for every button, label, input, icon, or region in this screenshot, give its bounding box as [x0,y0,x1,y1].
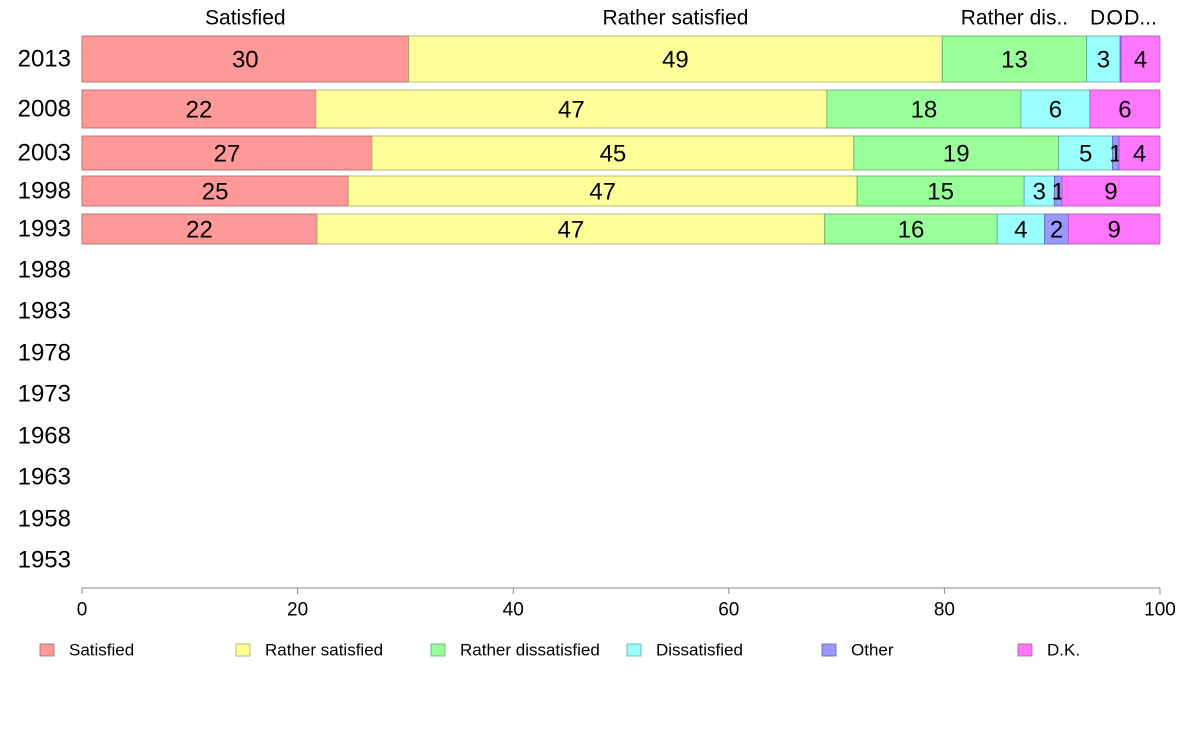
bar-segment-2013-5 [1120,35,1161,83]
bar-segment-2008-0 [81,89,317,129]
series-top-label-4: O.. [1107,7,1135,30]
legend-label-0: Satisfied [69,641,134,660]
bar-segment-1998-3 [1023,175,1055,207]
y-tick-label-1998: 1998 [18,178,71,205]
data-label-1998-1: 47 [589,179,616,206]
legend-label-5: D.K. [1047,641,1080,660]
legend-label-2: Rather dissatisfied [460,641,600,660]
legend-label-4: Other [851,641,894,660]
x-tick-label-80: 80 [934,600,955,621]
data-label-2013-2: 13 [1001,47,1028,74]
bar-segment-1998-2 [856,175,1025,207]
data-label-2008-3: 6 [1049,97,1062,124]
data-label-2013-0: 30 [232,47,259,74]
data-label-1993-3: 4 [1014,217,1027,244]
bar-segment-1993-2 [824,213,998,245]
y-tick-label-1963: 1963 [18,464,71,491]
y-tick-label-1953: 1953 [18,547,71,574]
bar-segment-2008-3 [1020,89,1091,129]
bar-segment-1993-3 [996,213,1046,245]
bar-segment-2003-2 [853,135,1060,171]
legend-swatch-5 [1017,643,1033,657]
legend-swatch-2 [430,643,446,657]
x-tick-label-100: 100 [1144,600,1176,621]
y-tick-label-1968: 1968 [18,423,71,450]
legend-swatch-1 [235,643,251,657]
data-label-2003-5: 4 [1133,141,1146,168]
data-label-2008-1: 47 [558,97,585,124]
series-top-label-2: Rather dis.. [961,7,1068,30]
series-top-label-3: D.. [1090,7,1117,30]
bar-segment-2003-1 [371,135,855,171]
x-tick-label-40: 40 [503,600,524,621]
bar-segment-2008-2 [826,89,1022,129]
y-tick-label-1993: 1993 [18,216,71,243]
legend-label-1: Rather satisfied [265,641,383,660]
x-tick-label-60: 60 [718,600,739,621]
data-label-1993-2: 16 [898,217,925,244]
data-label-2003-0: 27 [214,141,241,168]
bar-segment-1998-1 [347,175,858,207]
bar-segment-2008-1 [315,89,828,129]
x-tick-label-0: 0 [77,600,88,621]
bar-segment-1993-0 [81,213,318,245]
y-tick-label-1958: 1958 [18,506,71,533]
data-label-2003-3: 5 [1079,141,1092,168]
bar-segment-1998-5 [1061,175,1161,207]
y-tick-label-1983: 1983 [18,298,71,325]
series-top-label-5: D... [1124,7,1157,30]
bar-segment-2013-0 [81,35,410,83]
data-label-2008-5: 6 [1118,97,1131,124]
legend-swatch-0 [39,643,55,657]
data-label-2013-1: 49 [662,47,689,74]
bar-segment-2003-5 [1118,135,1161,171]
legend-swatch-4 [821,643,837,657]
y-tick-label-2008: 2008 [18,96,71,123]
y-tick-label-1978: 1978 [18,340,71,367]
data-label-1993-1: 47 [558,217,585,244]
series-top-label-1: Rather satisfied [602,7,748,30]
data-label-1993-4: 2 [1050,217,1063,244]
data-label-1993-5: 9 [1108,217,1121,244]
data-label-1998-0: 25 [202,179,229,206]
legend-swatch-3 [626,643,642,657]
bar-segment-1993-5 [1067,213,1161,245]
y-tick-label-1973: 1973 [18,381,71,408]
data-label-1998-3: 3 [1033,179,1046,206]
y-tick-label-1988: 1988 [18,257,71,284]
data-label-2003-2: 19 [943,141,970,168]
x-tick-label-20: 20 [287,600,308,621]
bar-segment-2013-1 [408,35,943,83]
bar-segment-2003-3 [1058,135,1113,171]
data-label-2013-3: 3 [1097,47,1110,74]
data-label-1998-4: 1 [1051,179,1064,206]
y-tick-label-2003: 2003 [18,140,71,167]
data-label-2003-1: 45 [600,141,627,168]
data-label-2008-0: 22 [186,97,213,124]
y-tick-label-2013: 2013 [18,46,71,73]
data-label-2013-5: 4 [1134,47,1147,74]
series-top-label-0: Satisfied [205,7,286,30]
bar-segment-1998-0 [81,175,349,207]
bar-segment-2008-5 [1089,89,1161,129]
data-label-1998-5: 9 [1104,179,1117,206]
data-label-1998-2: 15 [927,179,954,206]
legend-label-3: Dissatisfied [656,641,743,660]
bar-segment-2003-0 [81,135,373,171]
data-label-1993-0: 22 [186,217,213,244]
data-label-2008-2: 18 [911,97,938,124]
bar-segment-2013-2 [941,35,1088,83]
